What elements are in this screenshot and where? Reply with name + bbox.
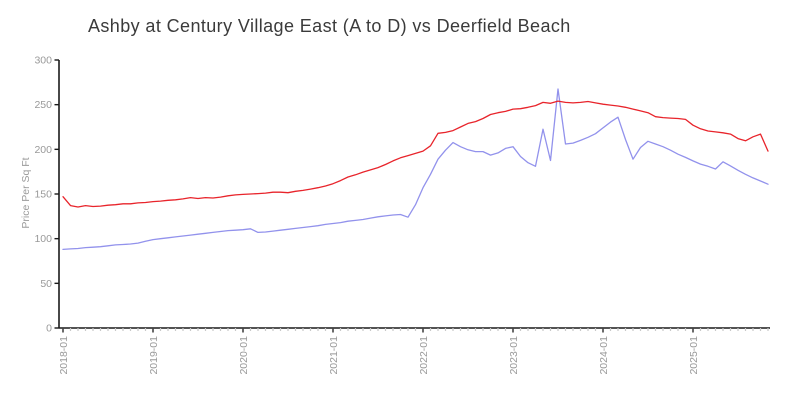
x-tick-label: 2018-01 <box>58 336 70 375</box>
y-tick-label: 250 <box>34 99 52 111</box>
y-tick-label: 300 <box>34 55 52 67</box>
y-tick-label: 200 <box>34 144 52 156</box>
x-tick-label: 2019-01 <box>148 336 160 375</box>
x-tick-label: 2021-01 <box>328 336 340 375</box>
y-tick-label: 50 <box>40 278 52 290</box>
x-tick-label: 2025-01 <box>688 336 700 375</box>
x-tick-label: 2024-01 <box>598 336 610 375</box>
y-tick-label: 100 <box>34 233 52 245</box>
x-tick-label: 2023-01 <box>508 336 520 375</box>
y-axis-title: Price Per Sq Ft <box>20 157 32 229</box>
x-tick-label: 2020-01 <box>238 336 250 375</box>
series-line-ashby <box>62 88 769 251</box>
x-tick-label: 2022-01 <box>418 336 430 375</box>
y-tick-label: 0 <box>46 323 52 335</box>
y-tick-label: 150 <box>34 189 52 201</box>
chart-title: Ashby at Century Village East (A to D) v… <box>88 16 571 36</box>
series-line-deerfield <box>62 100 769 208</box>
